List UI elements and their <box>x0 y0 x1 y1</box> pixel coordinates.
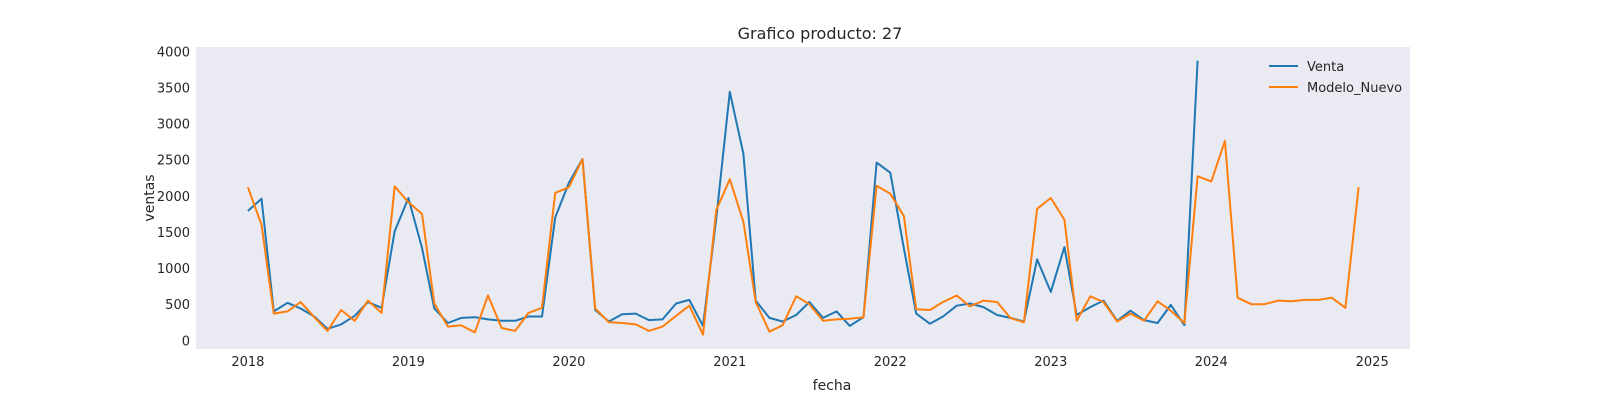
legend-label: Venta <box>1307 60 1344 75</box>
series-line-venta <box>247 60 1199 330</box>
y-tick-label: 1000 <box>157 262 190 277</box>
y-axis: 0 500 1000 1500 2000 2500 3000 3500 4000 <box>157 45 190 349</box>
x-tick-label: 2025 <box>1356 355 1389 370</box>
x-axis: 2018 2019 2020 2021 2022 2023 2024 2025 <box>231 355 1388 370</box>
legend: Venta Modelo_Nuevo <box>1269 60 1402 96</box>
y-tick-label: 0 <box>182 334 190 349</box>
y-tick-label: 1500 <box>157 226 190 241</box>
series-line-modelo-nuevo <box>246 139 1360 336</box>
x-tick-label: 2018 <box>231 355 264 370</box>
x-tick-label: 2021 <box>713 355 746 370</box>
y-tick-label: 4000 <box>157 45 190 60</box>
y-tick-label: 500 <box>165 298 190 313</box>
x-tick-label: 2020 <box>552 355 585 370</box>
x-axis-label: fecha <box>813 378 852 394</box>
legend-label: Modelo_Nuevo <box>1307 81 1402 96</box>
y-tick-label: 2500 <box>157 154 190 169</box>
x-tick-label: 2019 <box>392 355 425 370</box>
x-tick-label: 2023 <box>1034 355 1067 370</box>
x-tick-label: 2022 <box>874 355 907 370</box>
y-tick-label: 2000 <box>157 190 190 205</box>
y-tick-label: 3500 <box>157 81 190 96</box>
plot-area <box>196 47 1410 349</box>
y-axis-label: ventas <box>142 174 158 221</box>
x-tick-label: 2024 <box>1195 355 1228 370</box>
series-layer <box>246 60 1360 336</box>
chart-title: Grafico producto: 27 <box>738 24 903 43</box>
y-tick-label: 3000 <box>157 118 190 133</box>
